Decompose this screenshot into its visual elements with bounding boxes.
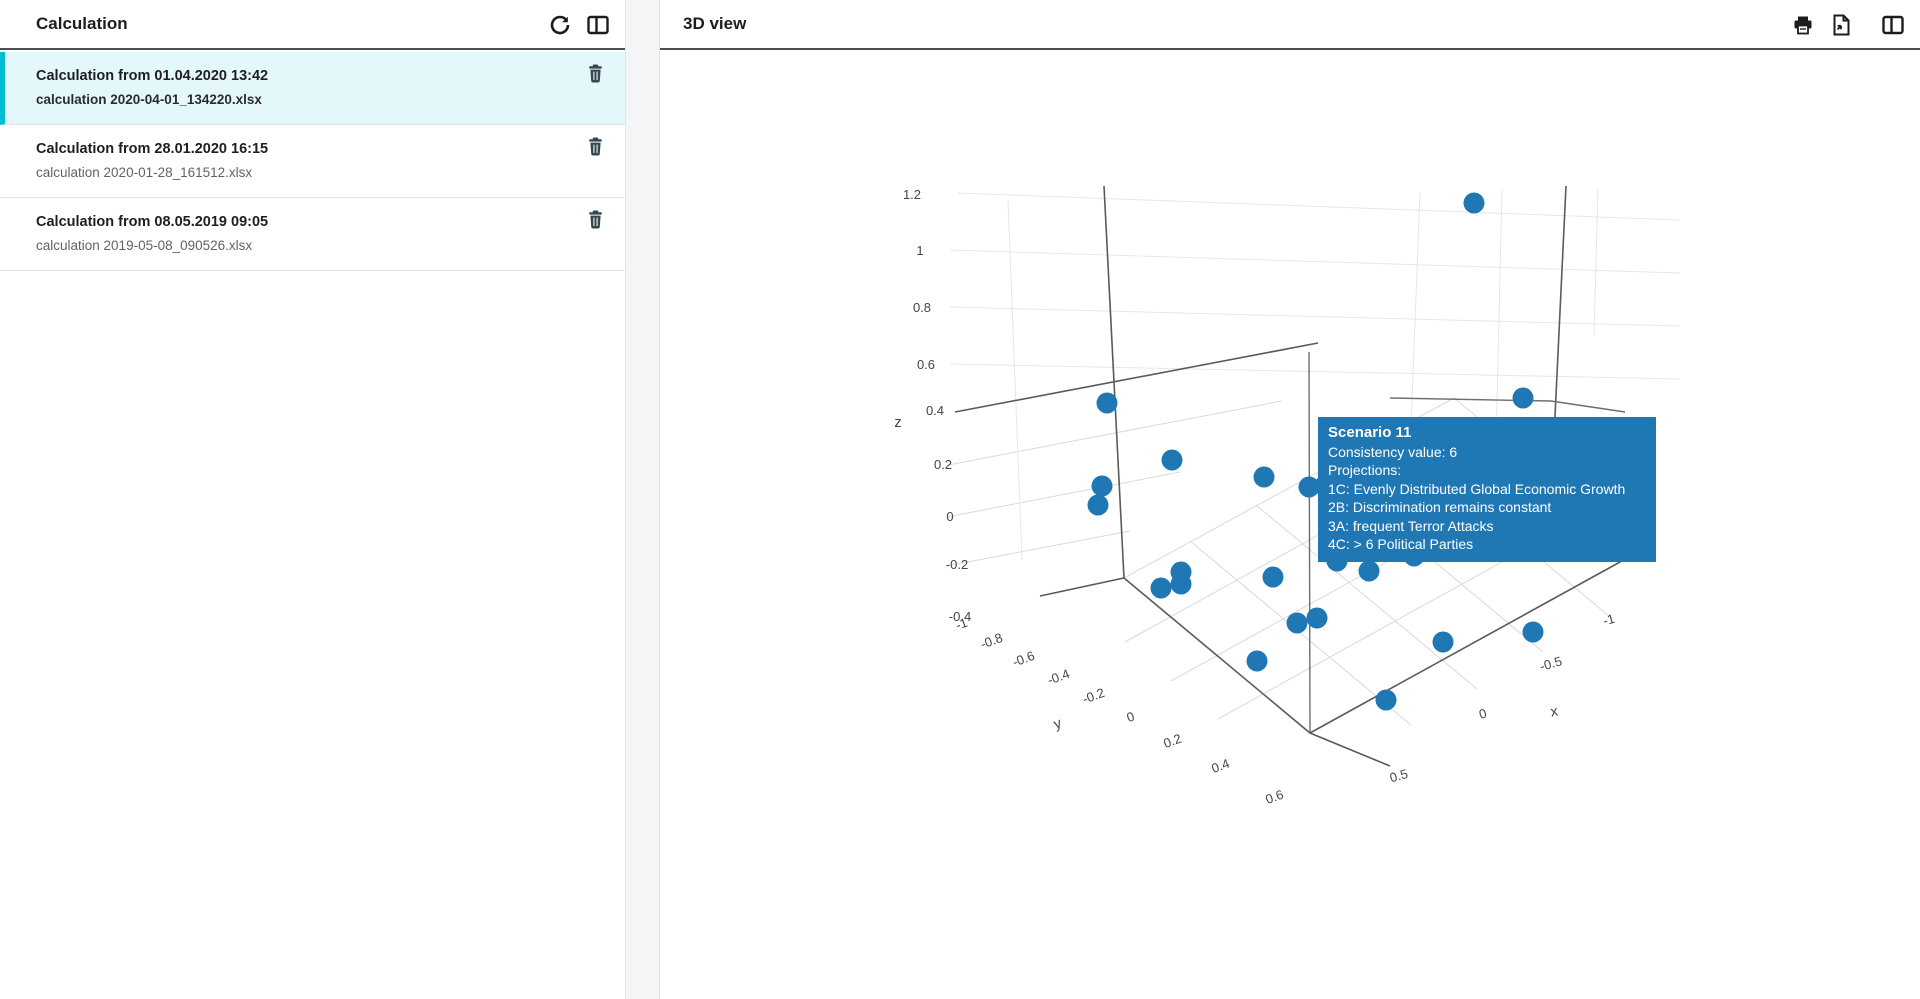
calculation-list-item[interactable]: Calculation from 28.01.2020 16:15 calcul… [0,125,625,198]
calculation-item-filename: calculation 2020-01-28_161512.xlsx [36,165,253,180]
3d-view-panel-header: 3D view [660,0,1920,50]
data-point[interactable] [1522,621,1544,643]
data-point[interactable] [1096,392,1118,414]
data-point[interactable] [1262,566,1284,588]
split-view-icon [587,15,609,35]
data-point[interactable] [1286,612,1308,634]
export-file-button[interactable] [1828,12,1854,38]
calculation-panel-header: Calculation [0,0,625,50]
hover-tooltip: Scenario 11 Consistency value: 6 Project… [1309,417,1656,562]
calculation-item-filename: calculation 2020-04-01_134220.xlsx [36,92,262,107]
calculation-panel-title: Calculation [36,14,128,33]
tooltip-line: Consistency value: 6 [1328,443,1458,460]
x-tick-label: -1 [1601,611,1616,629]
y-tick-label: -0.2 [1080,685,1106,707]
print-button[interactable] [1790,12,1816,38]
refresh-icon [550,15,570,35]
z-tick-label: -0.2 [946,557,968,572]
data-point[interactable] [1253,466,1275,488]
data-point[interactable] [1087,494,1109,516]
z-tick-label: -0.4 [949,609,971,624]
y-tick-label: -0.6 [1010,648,1036,670]
y-tick-label: 0 [1124,708,1136,725]
data-point[interactable] [1375,689,1397,711]
y-tick-label: -1 [953,615,969,633]
y-tick-label: 0.6 [1263,787,1285,807]
axis-tick-labels: -1 -0.5 0 0.5 x -1 -0.8 -0.6 -0.4 -0.2 0 0.2 0.4 0.6 y… [894,187,1616,807]
delete-calculation-button[interactable] [585,137,605,157]
data-point[interactable] [1170,573,1192,595]
calculation-panel: Calculation Calculation from 01.04.2020 … [0,0,625,999]
calculation-list-item[interactable]: Calculation from 08.05.2019 09:05 calcul… [0,198,625,271]
data-point[interactable] [1161,449,1183,471]
z-tick-label: 0.6 [917,357,935,372]
trash-icon [588,210,602,229]
data-point[interactable] [1432,631,1454,653]
delete-calculation-button[interactable] [585,64,605,84]
trash-icon [588,137,602,156]
calculation-list-item[interactable]: Calculation from 01.04.2020 13:42 calcul… [0,52,625,125]
data-point[interactable] [1091,475,1113,497]
z-axis-label: z [894,415,901,431]
z-tick-label: 1.2 [903,187,921,202]
z-tick-label: 1 [916,243,923,258]
data-point[interactable] [1358,560,1380,582]
split-view-icon [1882,15,1904,35]
y-tick-label: -0.4 [1045,666,1071,688]
3d-view-panel-title: 3D view [683,14,747,33]
data-point[interactable] [1246,650,1268,672]
y-axis-label: y [1052,715,1065,733]
tooltip-line: 1C: Evenly Distributed Global Economic G… [1328,480,1626,497]
split-view-button[interactable] [1880,12,1906,38]
x-axis-label: x [1549,703,1560,720]
x-tick-label: 0 [1477,705,1488,721]
y-tick-label: -0.8 [978,630,1004,652]
calculation-item-title: Calculation from 08.05.2019 09:05 [36,214,269,230]
z-tick-label: 0 [946,509,953,524]
x-tick-label: -0.5 [1538,653,1564,674]
data-point[interactable] [1512,387,1534,409]
data-point[interactable] [1306,607,1328,629]
data-point[interactable] [1150,577,1172,599]
tooltip-title: Scenario 11 [1328,424,1412,441]
delete-calculation-button[interactable] [585,210,605,230]
calculation-item-title: Calculation from 28.01.2020 16:15 [36,141,269,157]
z-tick-label: 0.4 [926,403,944,418]
calculation-item-title: Calculation from 01.04.2020 13:42 [36,68,269,84]
data-point[interactable] [1463,192,1485,214]
trash-icon [588,64,602,83]
y-tick-label: 0.4 [1209,756,1231,776]
calculation-item-filename: calculation 2019-05-08_090526.xlsx [36,238,253,253]
z-tick-label: 0.2 [934,457,952,472]
tooltip-line: 4C: > 6 Political Parties [1328,536,1474,552]
export-file-icon [1833,14,1850,36]
print-icon [1794,16,1812,35]
refresh-button[interactable] [547,12,573,38]
tooltip-line: 2B: Discrimination remains constant [1328,499,1552,515]
3d-scatter-plot[interactable]: -1 -0.5 0 0.5 x -1 -0.8 -0.6 -0.4 -0.2 0 0.2 0.4 0.6 y… [660,50,1920,999]
split-view-button[interactable] [585,12,611,38]
3d-view-panel: 3D view [660,0,1920,999]
calculation-list: Calculation from 01.04.2020 13:42 calcul… [0,52,625,271]
z-tick-label: 0.8 [913,300,931,315]
panel-divider[interactable] [625,0,660,999]
tooltip-line: 3A: frequent Terror Attacks [1328,517,1494,534]
x-tick-label: 0.5 [1388,766,1410,785]
y-tick-label: 0.2 [1161,731,1183,751]
tooltip-line: Projections: [1328,462,1402,478]
